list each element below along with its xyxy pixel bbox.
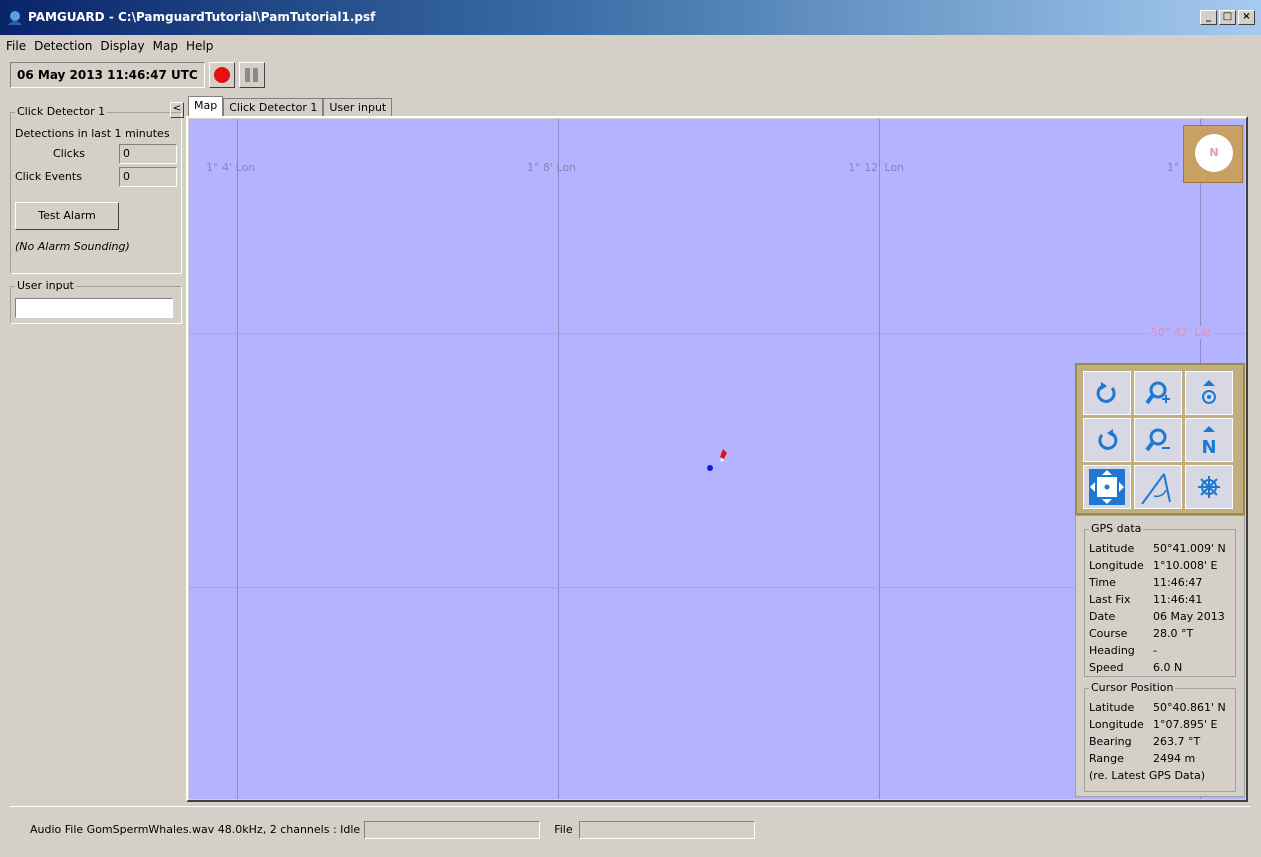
cursor-row: Latitude 50°40.861' N: [1089, 701, 1226, 714]
status-bar: Audio File GomSpermWhales.wav 48.0kHz, 2…: [10, 806, 1251, 852]
gps-row: Latitude 50°41.009' N: [1089, 542, 1226, 555]
gps-row: Last Fix 11:46:41: [1089, 593, 1203, 606]
ship-wheel-icon: [1198, 476, 1220, 498]
zoom-out-icon: [1145, 428, 1170, 452]
menu-bar: File Detection Display Map Help: [0, 35, 1261, 57]
ship-icon: [720, 449, 727, 462]
maximize-button[interactable]: □: [1219, 10, 1236, 25]
zoom-out-button[interactable]: [1134, 418, 1182, 462]
lon-gridline: [237, 119, 238, 799]
minimize-button[interactable]: _: [1200, 10, 1217, 25]
ship-center-button[interactable]: [1185, 465, 1233, 509]
north-up-button[interactable]: N: [1185, 418, 1233, 462]
cursor-note: (re. Latest GPS Data): [1089, 769, 1206, 782]
side-panel: Click Detector 1 Detections in last 1 mi…: [10, 105, 182, 324]
zoom-in-icon: [1145, 381, 1170, 405]
menu-map[interactable]: Map: [152, 39, 178, 53]
lon-label: 1° 12' Lon: [848, 161, 905, 174]
pamguard-logo-icon: [8, 11, 22, 25]
compass-rose: N: [1183, 125, 1243, 183]
close-button[interactable]: ×: [1238, 10, 1255, 25]
pause-icon: [245, 68, 259, 82]
cursor-row: Range 2494 m: [1089, 752, 1196, 765]
record-icon: [213, 67, 230, 83]
click-events-value: 0: [119, 166, 177, 187]
title-bar: PAMGUARD - C:\PamguardTutorial\PamTutori…: [0, 0, 1261, 35]
lon-label: 1° 4' Lon: [206, 161, 256, 174]
menu-display[interactable]: Display: [100, 39, 145, 53]
user-input-field[interactable]: [15, 298, 173, 318]
gps-row: Time 11:46:47: [1089, 576, 1203, 589]
north-up-icon: N: [1201, 426, 1217, 455]
tab-bar: < Map Click Detector 1 User input: [170, 96, 393, 118]
gps-data-group: GPS data Latitude 50°41.009' N Longitude 1…: [1084, 522, 1236, 677]
lat-label: 50° 42' Lat: [1149, 326, 1214, 339]
measure-button[interactable]: [1134, 465, 1182, 509]
click-events-label: Click Events: [15, 170, 82, 183]
user-input-title: User input: [15, 279, 76, 292]
tab-map[interactable]: Map: [188, 96, 224, 118]
rotate-clockwise-button[interactable]: [1083, 371, 1131, 415]
gps-row: Heading -: [1089, 644, 1157, 657]
lat-gridline: [189, 333, 1245, 334]
gps-row: Date 06 May 2013: [1089, 610, 1225, 623]
center-map-button[interactable]: [1083, 465, 1131, 509]
click-detector-title: Click Detector 1: [15, 105, 108, 118]
gps-row: Course 28.0 °T: [1089, 627, 1194, 640]
test-alarm-button[interactable]: Test Alarm: [15, 202, 119, 230]
lat-gridline: [189, 587, 1245, 588]
file-progress-field: [578, 820, 755, 839]
record-button[interactable]: [208, 62, 235, 88]
map-canvas[interactable]: 1° 4' Lon 1° 8' Lon 1° 12' Lon 1° 50° 42…: [189, 119, 1245, 799]
detections-label: Detections in last 1 minutes: [15, 127, 170, 140]
ship-wheel-up-icon: [1202, 380, 1216, 404]
window-title: PAMGUARD - C:\PamguardTutorial\PamTutori…: [28, 10, 376, 24]
rotate-anticlockwise-icon: [1098, 429, 1118, 450]
compass-north-icon: N: [1195, 134, 1233, 172]
gps-row: Speed 6.0 N: [1089, 661, 1183, 674]
compass-divider-icon: [1141, 473, 1171, 504]
audio-progress-field: [364, 820, 541, 839]
cursor-row: Longitude 1°07.895' E: [1089, 718, 1218, 731]
tab-user-input[interactable]: User input: [323, 98, 393, 118]
gps-row: Longitude 1°10.008' E: [1089, 559, 1218, 572]
gps-data-title: GPS data: [1089, 522, 1144, 535]
lon-gridline: [879, 119, 880, 799]
lon-gridline: [558, 119, 559, 799]
cursor-row: Bearing 263.7 °T: [1089, 735, 1201, 748]
clicks-value: 0: [119, 143, 177, 164]
hydrophone-marker-icon: [707, 465, 713, 471]
menu-file[interactable]: File: [6, 39, 27, 53]
click-detector-group: Click Detector 1 Detections in last 1 mi…: [10, 105, 182, 274]
menu-help[interactable]: Help: [185, 39, 214, 53]
zoom-in-button[interactable]: [1134, 371, 1182, 415]
rotate-anticlockwise-button[interactable]: [1083, 418, 1131, 462]
heading-up-button[interactable]: [1185, 371, 1233, 415]
svg-text:N: N: [1201, 437, 1216, 455]
clicks-label: Clicks: [53, 147, 85, 160]
tab-click-detector[interactable]: Click Detector 1: [223, 98, 324, 118]
rotate-clockwise-icon: [1096, 382, 1116, 403]
lon-label: 1° 8' Lon: [527, 161, 577, 174]
user-input-group: User input: [10, 279, 182, 324]
gps-info-panel: GPS data Latitude 50°41.009' N Longitude 1…: [1075, 515, 1245, 797]
toolbar: 06 May 2013 11:46:47 UTC: [10, 61, 265, 89]
collapse-panel-button[interactable]: <: [170, 102, 184, 118]
cursor-position-title: Cursor Position: [1089, 681, 1176, 694]
lon-label: 1°: [1167, 161, 1180, 174]
map-frame: 1° 4' Lon 1° 8' Lon 1° 12' Lon 1° 50° 42…: [186, 116, 1248, 802]
audio-status-text: Audio File GomSpermWhales.wav 48.0kHz, 2…: [30, 823, 361, 836]
clock-display: 06 May 2013 11:46:47 UTC: [10, 62, 205, 88]
menu-detection[interactable]: Detection: [34, 39, 93, 53]
pause-button[interactable]: [238, 62, 265, 88]
center-map-icon: [1089, 469, 1125, 505]
map-controls: N: [1075, 363, 1245, 515]
cursor-position-group: Cursor Position Latitude 50°40.861' N Lon…: [1084, 681, 1236, 792]
alarm-status: (No Alarm Sounding): [15, 240, 130, 253]
file-label: File: [554, 823, 573, 836]
